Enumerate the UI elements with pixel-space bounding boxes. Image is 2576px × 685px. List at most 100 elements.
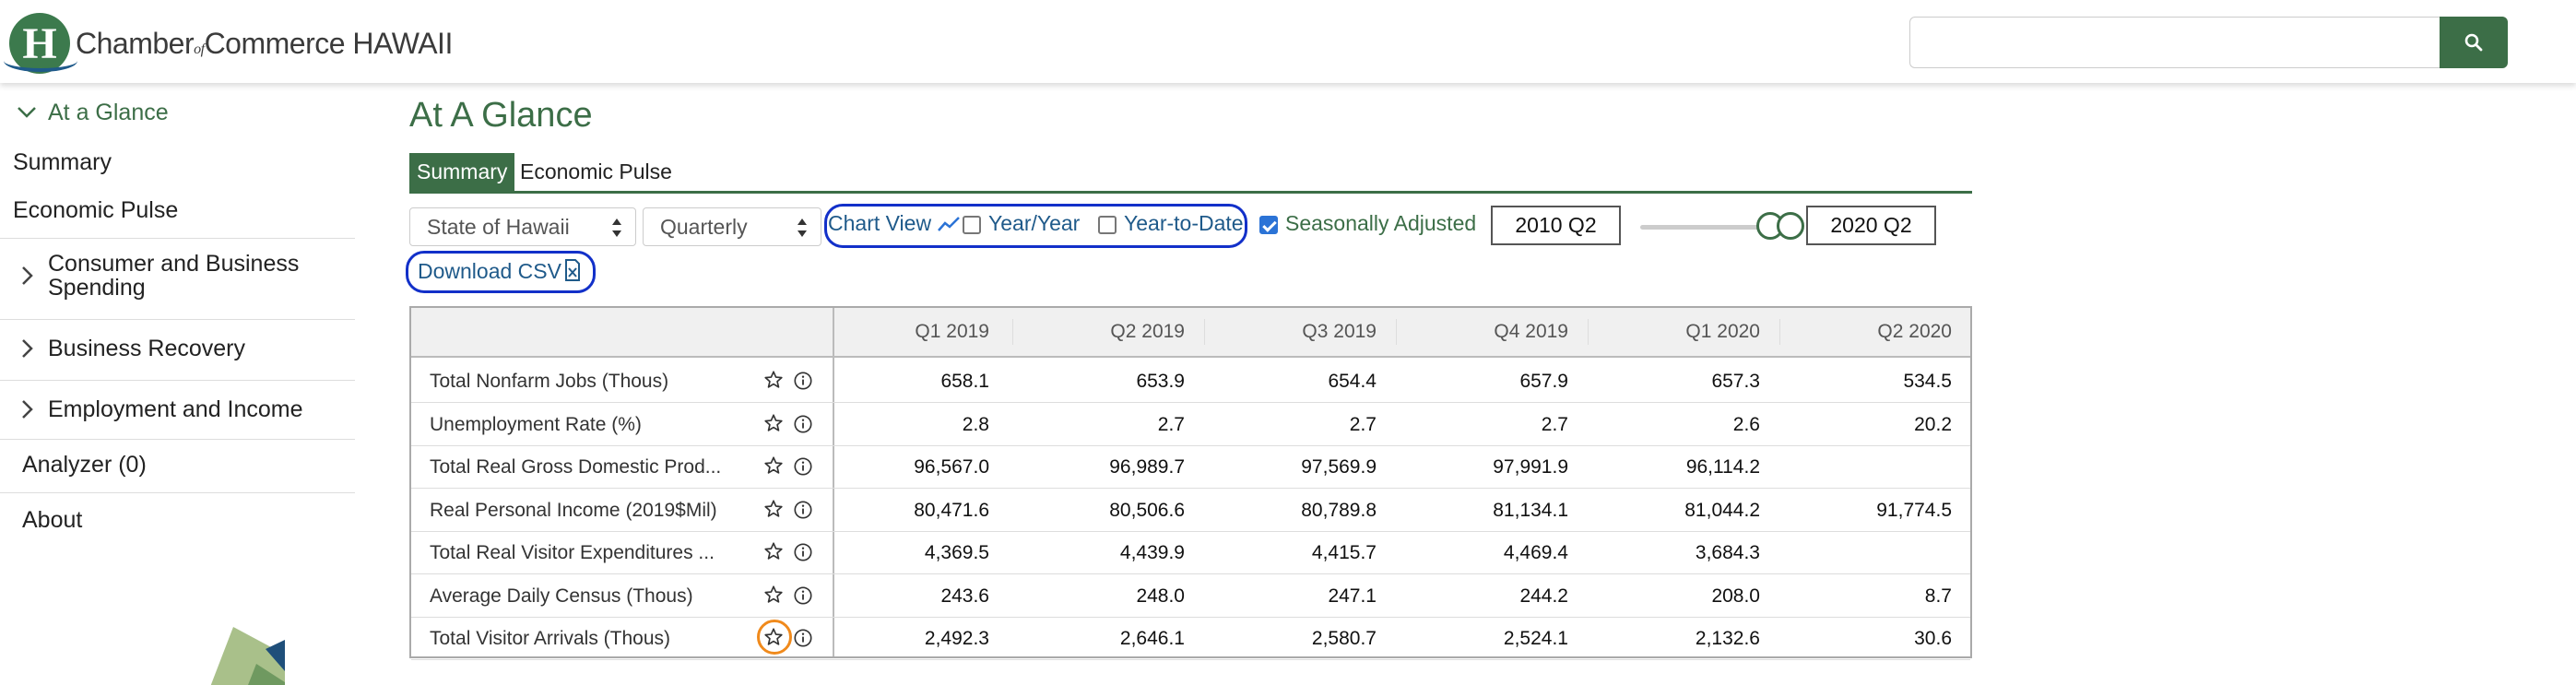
info-icon[interactable]: [793, 628, 813, 648]
search-input[interactable]: [1909, 17, 2440, 68]
sort-arrows-icon: [798, 218, 807, 237]
sidebar-item-summary[interactable]: Summary: [13, 149, 112, 175]
table-cell: 2,646.1: [1119, 628, 1185, 649]
summary-table: Q1 2019 Q2 2019 Q3 2019 Q4 2019 Q1 2020 …: [409, 306, 1972, 660]
csv-file-icon[interactable]: [564, 259, 581, 281]
star-icon[interactable]: [763, 585, 784, 605]
divider: [0, 439, 355, 440]
mountain-icon: [210, 627, 285, 685]
sidebar-item-employment-income[interactable]: Employment and Income: [0, 385, 355, 433]
column-header: Q2 2020: [1877, 321, 1952, 342]
sidebar-item-analyzer[interactable]: Analyzer (0): [22, 452, 147, 478]
start-date-input[interactable]: 2010 Q2: [1491, 206, 1621, 245]
sidebar-item-label: Business Recovery: [48, 336, 245, 361]
table-cell: 80,789.8: [1301, 499, 1377, 521]
star-icon[interactable]: [763, 370, 784, 390]
sidebar-item-label: Employment and Income: [48, 396, 303, 422]
row-label[interactable]: Total Visitor Arrivals (Thous): [430, 628, 671, 649]
table-cell: 80,471.6: [914, 499, 989, 521]
sidebar-item-at-a-glance[interactable]: At a Glance: [0, 92, 355, 133]
info-icon[interactable]: [793, 542, 813, 562]
table-cell: 657.9: [1519, 371, 1568, 392]
seasonally-adjusted-label: Seasonally Adjusted: [1285, 211, 1477, 235]
star-icon[interactable]: [763, 413, 784, 433]
end-date-input[interactable]: 2020 Q2: [1806, 206, 1936, 245]
table-row: Real Personal Income (2019$Mil) 80,471.6 8…: [411, 489, 1970, 532]
table-cell: 657.3: [1711, 371, 1760, 392]
row-label[interactable]: Total Nonfarm Jobs (Thous): [430, 371, 669, 392]
column-header: Q1 2019: [915, 321, 989, 342]
sidebar-item-about[interactable]: About: [22, 507, 83, 533]
row-label[interactable]: Total Real Gross Domestic Prod...: [430, 456, 722, 478]
line-chart-icon[interactable]: [937, 214, 961, 234]
tab-summary[interactable]: Summary: [409, 153, 515, 191]
sidebar-item-business-recovery[interactable]: Business Recovery: [0, 325, 355, 372]
seasonally-adjusted-checkbox[interactable]: [1259, 216, 1278, 234]
annotation-highlight: [757, 620, 792, 655]
table-cell: 4,439.9: [1119, 542, 1185, 563]
table-cell: 4,469.4: [1503, 542, 1568, 563]
tab-economic-pulse[interactable]: Economic Pulse: [520, 159, 672, 183]
table-cell: 2.7: [1349, 413, 1377, 435]
table-row: Average Daily Census (Thous) 243.6 248.0 24…: [411, 574, 1970, 618]
column-header: Q1 2020: [1685, 321, 1760, 342]
info-icon[interactable]: [793, 414, 813, 434]
ytd-checkbox[interactable]: [1098, 216, 1117, 234]
table-cell: 244.2: [1519, 585, 1568, 607]
row-label[interactable]: Average Daily Census (Thous): [430, 585, 693, 607]
table-cell: 96,567.0: [914, 456, 989, 478]
annotation-highlight: [406, 251, 596, 293]
uhero-logo[interactable]: UHERO Analytics: [95, 627, 285, 685]
ytd-label: Year-to-Date: [1124, 211, 1244, 235]
table-cell: 3,684.3: [1695, 542, 1760, 563]
top-header: H ChamberofCommerce HAWAII: [0, 0, 2576, 83]
info-icon[interactable]: [793, 371, 813, 391]
sidebar-item-label: At a Glance: [48, 99, 169, 125]
chamber-logo[interactable]: H ChamberofCommerce HAWAII: [4, 7, 453, 79]
table-cell: 96,989.7: [1109, 456, 1185, 478]
star-icon[interactable]: [763, 627, 784, 647]
frequency-select[interactable]: Quarterly: [643, 207, 821, 246]
chevron-right-icon: [22, 400, 33, 419]
logo-text: ChamberofCommerce HAWAII: [76, 26, 453, 60]
download-csv-link[interactable]: Download CSV: [418, 259, 561, 283]
table-cell: 247.1: [1328, 585, 1377, 607]
table-cell: 2,492.3: [924, 628, 989, 649]
table-cell: 81,044.2: [1684, 499, 1760, 521]
sidebar-item-consumer-business-spending[interactable]: Consumer and Business Spending: [0, 252, 355, 300]
date-range-slider[interactable]: [1640, 225, 1760, 230]
search-icon: [2464, 33, 2483, 52]
table-cell: 20.2: [1914, 413, 1952, 435]
table-row: Total Real Visitor Expenditures ... 4,369…: [411, 531, 1970, 574]
table-cell: 208.0: [1711, 585, 1760, 607]
table-cell: 4,415.7: [1311, 542, 1377, 563]
slider-end-handle[interactable]: [1777, 212, 1804, 240]
year-year-checkbox[interactable]: [963, 216, 981, 234]
table-cell: 30.6: [1914, 628, 1952, 649]
row-label[interactable]: Real Personal Income (2019$Mil): [430, 499, 717, 521]
star-icon[interactable]: [763, 499, 784, 519]
star-icon[interactable]: [763, 455, 784, 476]
info-icon[interactable]: [793, 456, 813, 477]
search-button[interactable]: [2440, 17, 2508, 68]
table-cell: 654.4: [1328, 371, 1377, 392]
table-cell: 2.7: [1541, 413, 1568, 435]
chart-view-toggle[interactable]: Chart View: [828, 211, 932, 235]
page-title: At A Glance: [409, 96, 593, 135]
table-cell: 8.7: [1924, 585, 1952, 607]
geography-select[interactable]: State of Hawaii: [409, 207, 636, 246]
row-label[interactable]: Total Real Visitor Expenditures ...: [430, 542, 715, 563]
table-cell: 2.6: [1732, 413, 1760, 435]
sidebar-item-economic-pulse[interactable]: Economic Pulse: [13, 197, 179, 223]
star-icon[interactable]: [763, 541, 784, 561]
column-header: Q3 2019: [1302, 321, 1377, 342]
annotation-highlight: [824, 204, 1247, 248]
table-cell: 97,991.9: [1493, 456, 1568, 478]
info-icon[interactable]: [793, 500, 813, 520]
sort-arrows-icon: [612, 218, 621, 237]
chevron-down-icon: [18, 107, 36, 118]
info-icon[interactable]: [793, 585, 813, 606]
row-label[interactable]: Unemployment Rate (%): [430, 413, 642, 435]
table-cell: 2,524.1: [1503, 628, 1568, 649]
table-cell: 97,569.9: [1301, 456, 1377, 478]
